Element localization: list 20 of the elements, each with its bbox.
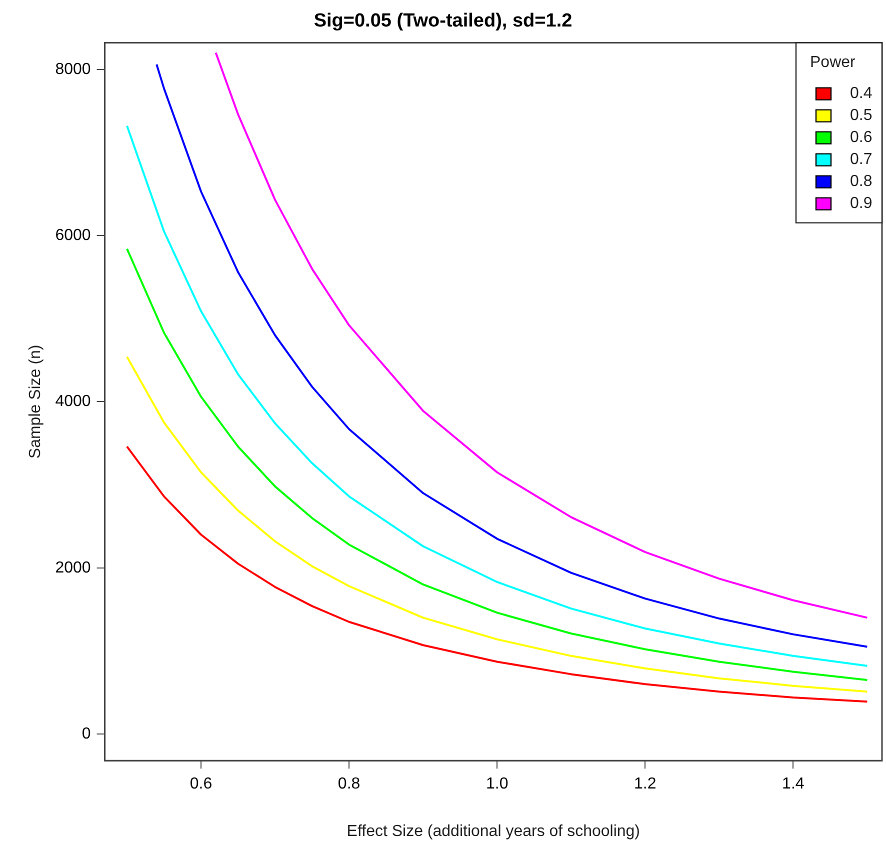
y-tick-label: 2000 bbox=[55, 559, 91, 576]
y-tick-label: 0 bbox=[82, 725, 91, 742]
legend-label: 0.9 bbox=[850, 195, 872, 212]
legend-label: 0.5 bbox=[850, 107, 872, 124]
legend-label: 0.7 bbox=[850, 151, 872, 168]
y-tick-label: 6000 bbox=[55, 226, 91, 244]
y-tick-label: 4000 bbox=[55, 393, 91, 410]
x-tick-label: 0.6 bbox=[190, 776, 212, 793]
x-tick-label: 1.4 bbox=[782, 776, 804, 793]
legend-label: 0.4 bbox=[850, 85, 872, 102]
legend-label: 0.6 bbox=[850, 129, 872, 146]
y-axis-title: Sample Size (n) bbox=[27, 344, 44, 459]
legend-label: 0.8 bbox=[850, 173, 872, 190]
chart-title: Sig=0.05 (Two-tailed), sd=1.2 bbox=[314, 10, 572, 32]
y-tick-label: 8000 bbox=[55, 60, 91, 78]
x-tick-label: 0.8 bbox=[338, 776, 360, 793]
x-tick-label: 1.0 bbox=[486, 776, 508, 793]
legend-title: Power bbox=[810, 54, 856, 72]
x-tick-label: 1.2 bbox=[634, 776, 656, 793]
x-axis-title: Effect Size (additional years of schooling) bbox=[346, 822, 640, 840]
